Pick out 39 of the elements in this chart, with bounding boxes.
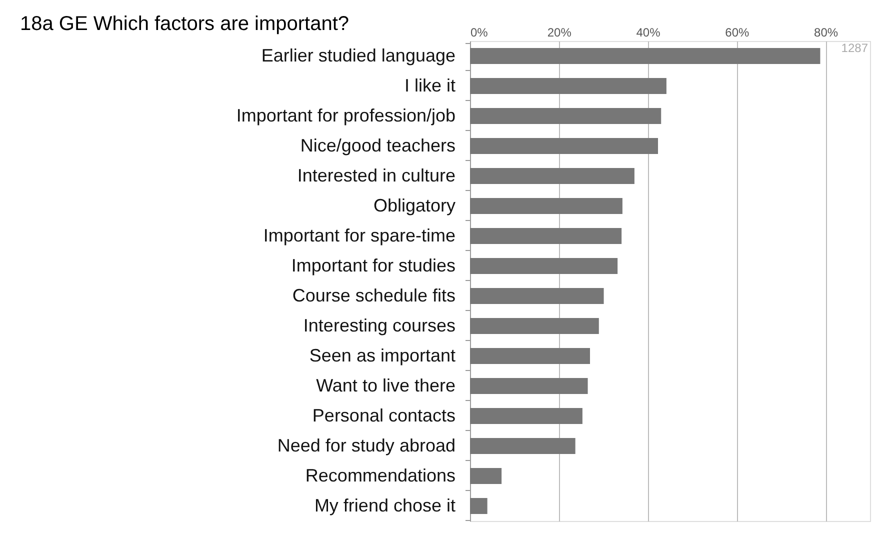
y-tick-label: Important for studies: [291, 256, 456, 276]
y-tick-label: Important for profession/job: [236, 106, 456, 126]
y-tick-label: Interested in culture: [297, 166, 456, 186]
bar: [470, 468, 502, 484]
bar: [470, 348, 590, 364]
x-tick-label: 0%: [470, 26, 488, 40]
y-tick-label: Important for spare-time: [263, 226, 456, 246]
x-tick-label: 40%: [636, 26, 661, 40]
y-tick-label: Course schedule fits: [292, 286, 456, 306]
bar: [470, 498, 488, 514]
bar: [470, 438, 576, 454]
bar: [470, 318, 599, 334]
bar: [470, 258, 618, 274]
text: 18a GE Which factors are important?: [20, 13, 350, 35]
y-tick-label: Nice/good teachers: [300, 136, 456, 156]
y-tick-label: Need for study abroad: [277, 436, 456, 456]
x-tick-label: 60%: [725, 26, 750, 40]
y-tick-label: Seen as important: [309, 346, 456, 366]
bar: [470, 228, 622, 244]
x-tick-label: 20%: [547, 26, 572, 40]
bar: [470, 168, 634, 184]
bar: [470, 408, 582, 424]
bar: [470, 288, 604, 304]
bar: [470, 78, 666, 94]
x-tick-label: 80%: [814, 26, 838, 40]
y-tick-label: Recommendations: [305, 466, 456, 486]
y-tick-label: Want to live there: [316, 376, 456, 396]
annotation: 1287: [841, 41, 868, 55]
y-tick-label: I like it: [404, 76, 456, 96]
y-tick-label: My friend chose it: [314, 496, 456, 516]
bar: [470, 48, 820, 64]
y-tick-label: Interesting courses: [303, 316, 456, 336]
bar: [470, 138, 658, 154]
y-tick-label: Personal contacts: [312, 406, 456, 426]
bar: [470, 198, 622, 214]
y-tick-label: Earlier studied language: [261, 46, 456, 66]
y-tick-label: Obligatory: [373, 196, 456, 216]
bar: [470, 378, 588, 394]
bar: [470, 108, 662, 124]
